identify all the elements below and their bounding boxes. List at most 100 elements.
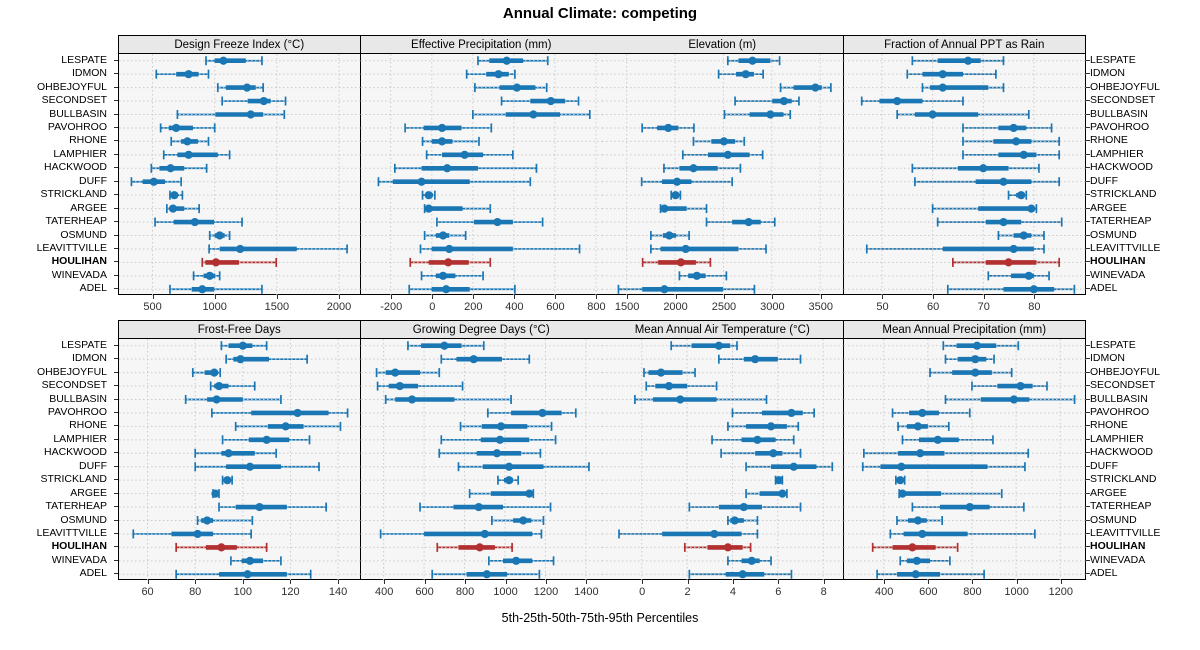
median-dot bbox=[236, 355, 245, 364]
y-tick-mark bbox=[114, 207, 118, 209]
median-dot bbox=[546, 96, 555, 106]
site-label: HOULIHAN bbox=[51, 255, 107, 268]
y-tick-mark bbox=[1086, 358, 1090, 360]
x-tick-label: 0 bbox=[429, 301, 436, 313]
median-dot bbox=[502, 56, 511, 65]
x-tick-label: 1000 bbox=[493, 586, 518, 598]
y-tick-mark bbox=[1086, 274, 1090, 276]
x-tick-mark bbox=[820, 295, 822, 299]
median-dot bbox=[656, 368, 665, 377]
panel bbox=[360, 338, 603, 581]
median-dot bbox=[214, 381, 224, 391]
median-dot bbox=[245, 556, 255, 565]
median-dot bbox=[998, 217, 1008, 227]
y-tick-mark bbox=[114, 492, 118, 494]
median-dot bbox=[424, 191, 433, 200]
x-tick-mark bbox=[1016, 580, 1018, 584]
panel-canvas bbox=[843, 339, 1086, 581]
median-dot bbox=[511, 556, 520, 565]
x-tick-mark bbox=[276, 295, 278, 299]
median-dot bbox=[460, 150, 469, 159]
site-label: LEAVITTVILLE bbox=[36, 526, 107, 539]
median-dot bbox=[765, 110, 774, 119]
median-dot bbox=[911, 570, 920, 579]
median-dot bbox=[482, 570, 491, 579]
median-dot bbox=[747, 56, 757, 65]
median-dot bbox=[246, 110, 255, 119]
y-tick-mark bbox=[114, 153, 118, 155]
median-dot bbox=[1024, 271, 1033, 280]
y-tick-mark bbox=[114, 221, 118, 223]
panel bbox=[118, 338, 362, 581]
median-dot bbox=[166, 164, 175, 173]
median-dot bbox=[1011, 137, 1020, 146]
median-dot bbox=[670, 191, 680, 200]
median-dot bbox=[424, 204, 433, 213]
y-tick-mark bbox=[1086, 371, 1090, 373]
median-dot bbox=[896, 462, 905, 471]
median-dot bbox=[203, 516, 212, 525]
median-dot bbox=[439, 341, 448, 350]
strip-title: Elevation (m) bbox=[601, 35, 844, 53]
y-tick-mark bbox=[114, 261, 118, 263]
y-tick-mark bbox=[1086, 221, 1090, 223]
site-label: BULLBASIN bbox=[49, 107, 107, 120]
y-tick-mark bbox=[1086, 532, 1090, 534]
median-dot bbox=[928, 110, 937, 119]
site-label: PAVOHROO bbox=[47, 405, 107, 418]
y-tick-mark bbox=[1086, 261, 1090, 263]
y-tick-mark bbox=[114, 479, 118, 481]
panel-canvas bbox=[360, 54, 603, 296]
site-label: LAMPHIER bbox=[1090, 147, 1144, 160]
y-tick-mark bbox=[114, 194, 118, 196]
panel-canvas bbox=[119, 339, 362, 581]
x-tick-label: 2500 bbox=[711, 301, 737, 313]
site-label: SECONDSET bbox=[41, 94, 107, 107]
y-tick-mark bbox=[114, 86, 118, 88]
site-label: SECONDSET bbox=[1090, 94, 1156, 107]
median-dot bbox=[739, 502, 748, 512]
median-dot bbox=[205, 271, 214, 280]
x-tick-mark bbox=[723, 295, 725, 299]
site-label: ADEL bbox=[79, 567, 107, 580]
x-tick-label: 2 bbox=[684, 586, 691, 598]
site-label: STRICKLAND bbox=[1090, 188, 1157, 201]
x-tick-mark bbox=[242, 580, 244, 584]
x-tick-label: 400 bbox=[374, 586, 394, 598]
x-tick-mark bbox=[384, 580, 386, 584]
y-tick-mark bbox=[114, 140, 118, 142]
median-dot bbox=[518, 516, 527, 525]
y-tick-mark bbox=[114, 452, 118, 454]
site-label: HOULIHAN bbox=[1090, 255, 1146, 268]
median-dot bbox=[719, 137, 728, 146]
y-tick-mark bbox=[114, 532, 118, 534]
median-dot bbox=[259, 96, 268, 106]
median-dot bbox=[938, 83, 947, 92]
x-tick-mark bbox=[1060, 580, 1062, 584]
median-dot bbox=[681, 244, 690, 254]
site-label: BULLBASIN bbox=[1090, 107, 1148, 120]
median-dot bbox=[528, 110, 537, 119]
median-dot bbox=[492, 217, 502, 227]
y-tick-mark bbox=[114, 234, 118, 236]
median-dot bbox=[664, 381, 673, 391]
y-tick-mark bbox=[1086, 506, 1090, 508]
x-tick-mark bbox=[1034, 295, 1036, 299]
x-tick-mark bbox=[884, 580, 886, 584]
x-tick-label: 800 bbox=[963, 586, 982, 598]
x-tick-label: 3500 bbox=[808, 301, 833, 313]
y-tick-mark bbox=[114, 358, 118, 360]
x-tick-label: 500 bbox=[143, 301, 162, 313]
median-dot bbox=[293, 408, 302, 418]
site-label: OSMUND bbox=[1090, 228, 1137, 241]
median-dot bbox=[723, 150, 732, 159]
median-dot bbox=[390, 368, 399, 377]
x-tick-label: 600 bbox=[546, 301, 565, 313]
site-label: OHBEJOYFUL bbox=[1090, 80, 1161, 93]
site-label: DUFF bbox=[1090, 459, 1118, 472]
median-dot bbox=[184, 70, 193, 79]
median-dot bbox=[789, 462, 798, 471]
median-dot bbox=[915, 449, 924, 458]
site-label: HOULIHAN bbox=[1090, 540, 1146, 553]
